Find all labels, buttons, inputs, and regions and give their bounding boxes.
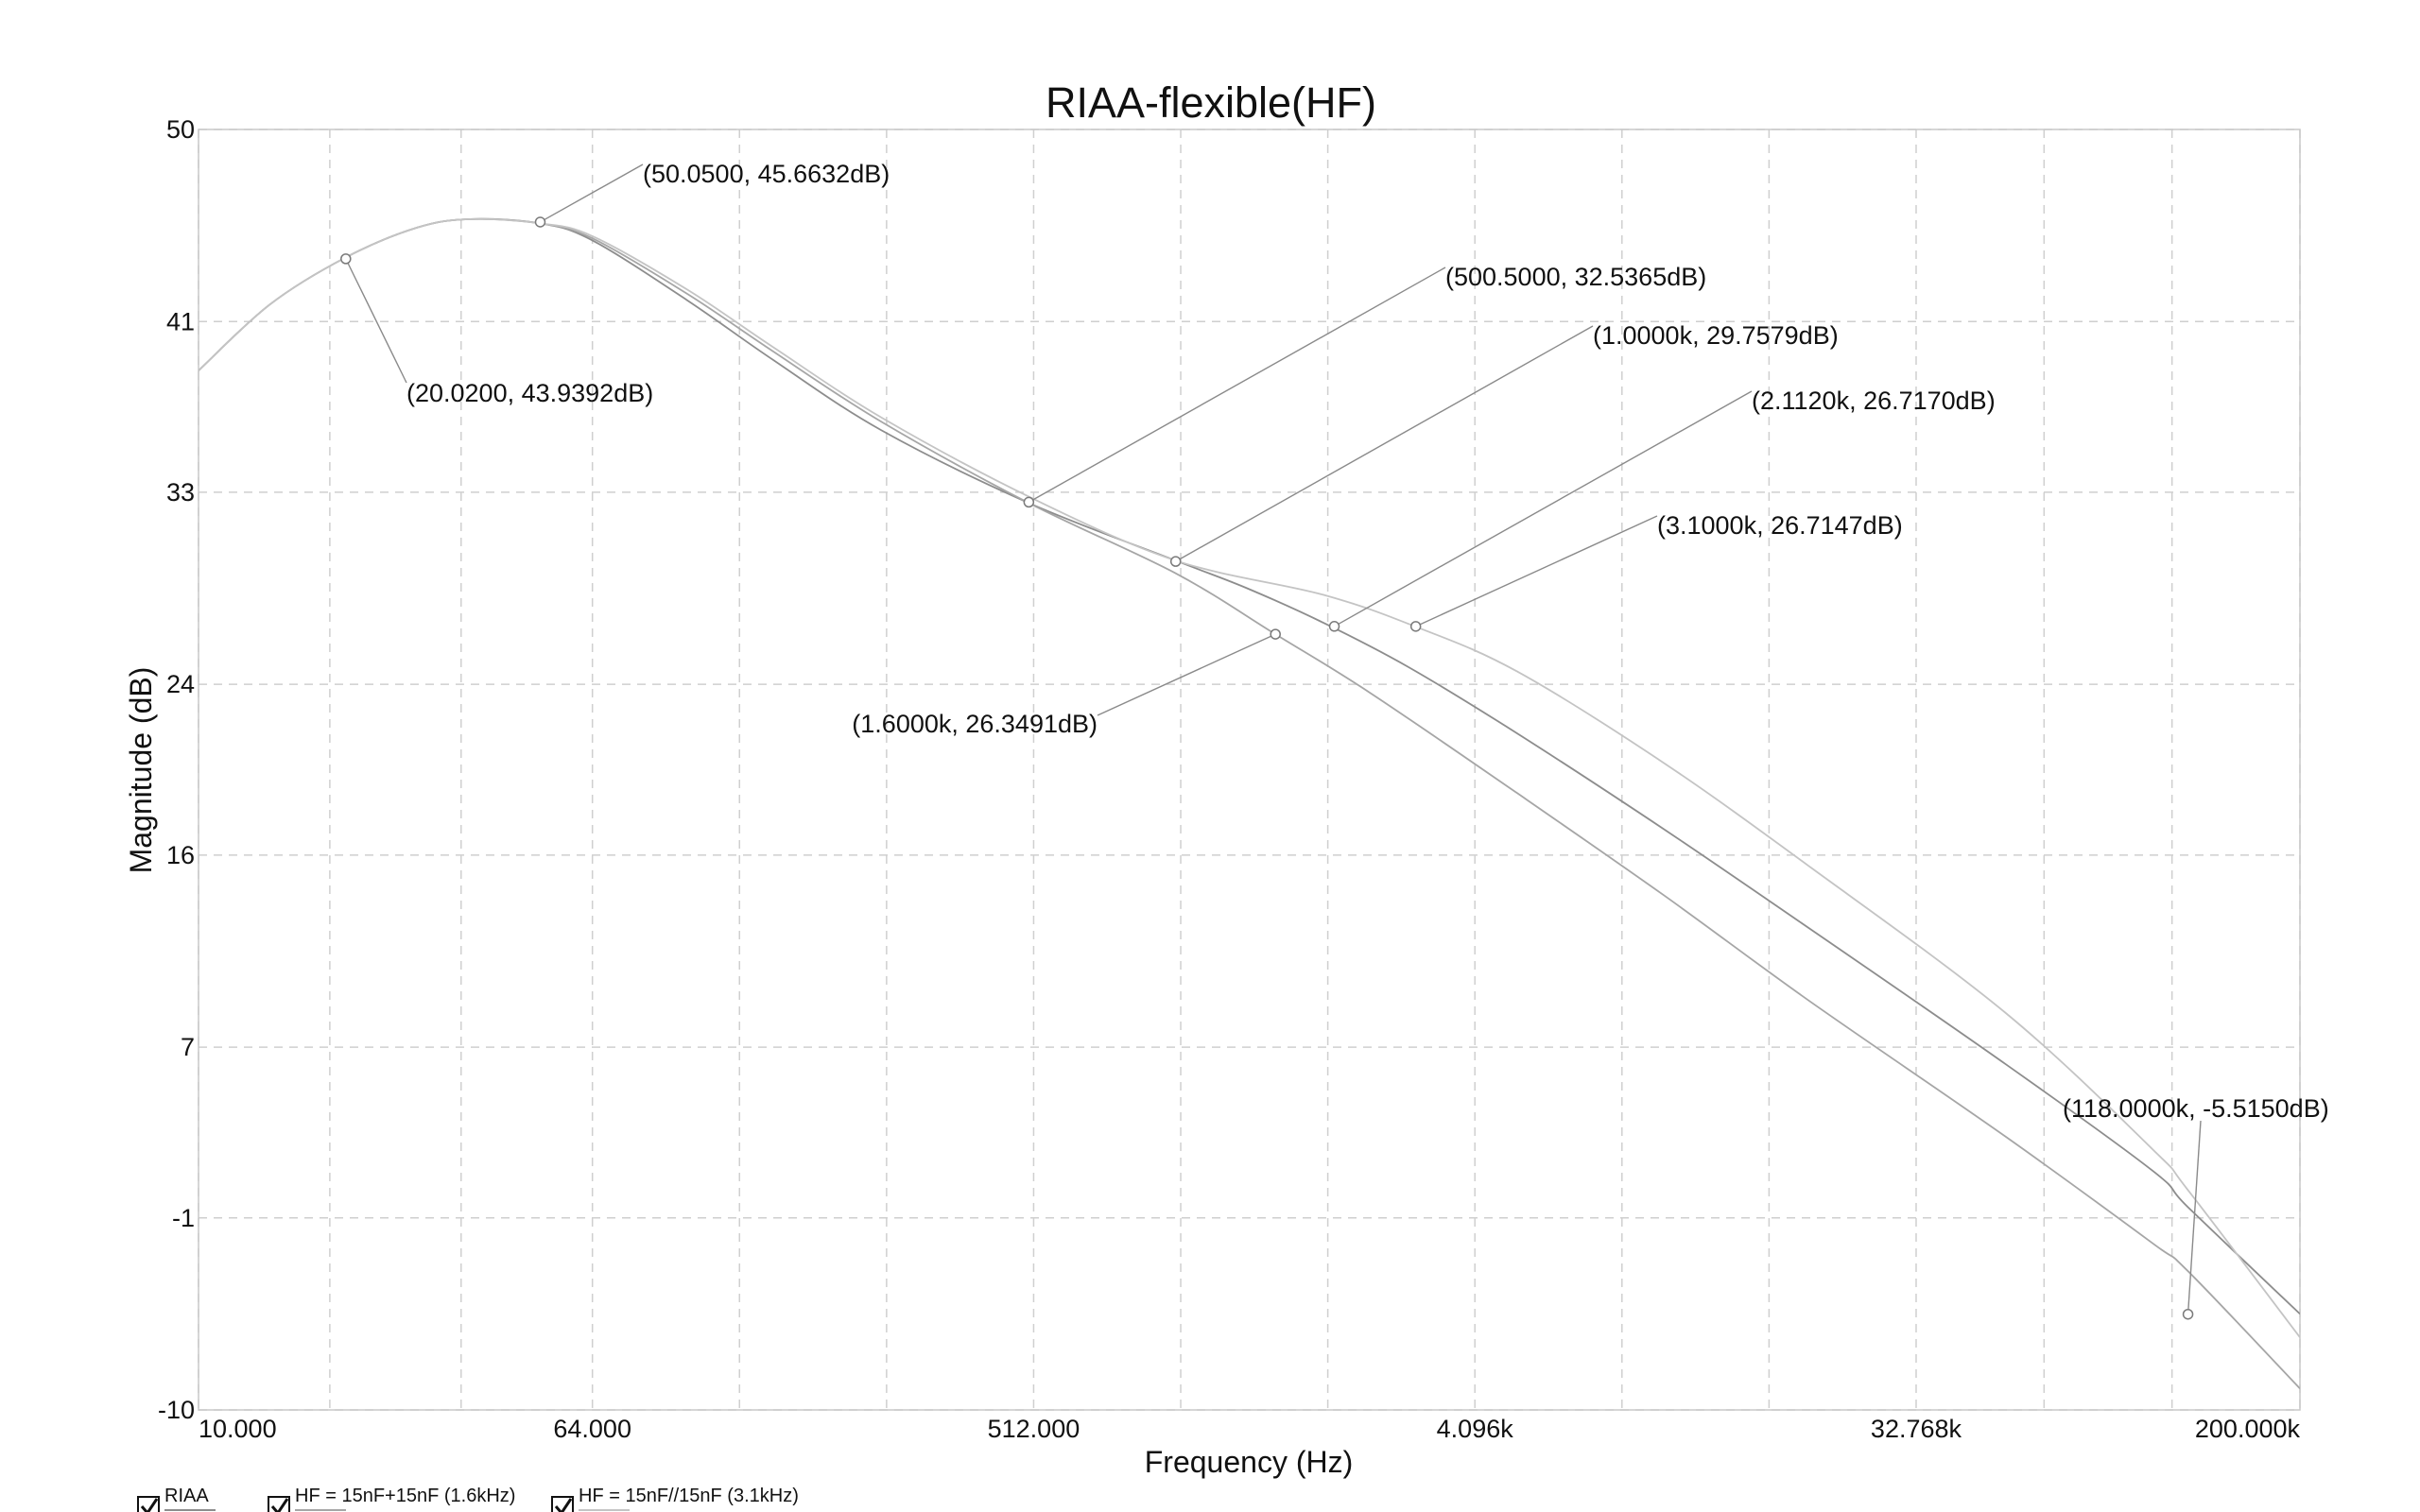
annotation-marker — [1270, 628, 1281, 640]
annotation-marker — [340, 253, 352, 265]
annotation-leader-line — [2187, 1120, 2202, 1314]
plot-area — [198, 129, 2301, 1411]
legend: RIAA HF = 15nF+15nF (1.6kHz) HF = 15nF//15… — [137, 1486, 799, 1512]
legend-label: HF = 15nF//15nF (3.1kHz) — [579, 1486, 799, 1506]
legend-item: RIAA — [137, 1486, 216, 1512]
grid — [198, 129, 2301, 1411]
annotation-label: (1.6000k, 26.3491dB) — [852, 710, 1098, 738]
y-tick-label: -10 — [158, 1396, 195, 1424]
annotation-leader-line — [1175, 325, 1594, 562]
annotation-marker — [1328, 621, 1340, 632]
y-tick-label: 33 — [166, 478, 195, 507]
annotation-marker — [1023, 496, 1035, 508]
annotation-marker — [2182, 1308, 2194, 1320]
annotations: (20.0200, 43.9392dB) (50.0500, 45.6632dB)… — [340, 160, 2329, 1320]
legend-item: HF = 15nF+15nF (1.6kHz) — [268, 1486, 515, 1512]
x-tick-label: 64.000 — [553, 1415, 631, 1443]
y-tick-label: -1 — [172, 1204, 195, 1232]
legend-label: RIAA — [164, 1486, 209, 1506]
checkmark-icon — [140, 1498, 159, 1512]
checkmark-icon — [554, 1498, 573, 1512]
annotation-marker — [1169, 556, 1182, 567]
annotation-label: (118.0000k, -5.5150dB) — [2063, 1094, 2329, 1123]
x-axis-label: Frequency (Hz) — [1145, 1445, 1354, 1479]
annotation-label: (1.0000k, 29.7579dB) — [1593, 321, 1839, 350]
annotation-label: (500.5000, 32.5365dB) — [1445, 263, 1706, 291]
y-axis-label: Magnitude (dB) — [124, 667, 158, 874]
annotation-leader-line — [1028, 266, 1446, 503]
x-tick-label: 4.096k — [1437, 1415, 1514, 1443]
annotation-leader-line — [1334, 390, 1753, 627]
y-tick-label: 41 — [166, 307, 195, 335]
y-tick-label: 50 — [166, 115, 195, 144]
annotation-leader-line — [345, 258, 407, 384]
y-tick-label: 7 — [181, 1033, 195, 1061]
x-tick-label: 32.768k — [1871, 1415, 1962, 1443]
legend-label: HF = 15nF+15nF (1.6kHz) — [295, 1486, 515, 1506]
y-tick-label: 16 — [166, 841, 195, 869]
annotation-leader-line — [1415, 515, 1658, 627]
legend-item: HF = 15nF//15nF (3.1kHz) — [551, 1486, 799, 1512]
chart-title: RIAA-flexible(HF) — [1046, 78, 1376, 127]
x-tick-label: 512.000 — [988, 1415, 1080, 1443]
annotation-marker — [534, 216, 546, 228]
annotation-marker — [1409, 621, 1422, 632]
annotation-label: (50.0500, 45.6632dB) — [643, 160, 890, 188]
x-tick-label: 200.000k — [2195, 1415, 2301, 1443]
y-tick-label: 24 — [166, 670, 195, 698]
annotation-leader-line — [540, 163, 644, 223]
annotation-label: (20.0200, 43.9392dB) — [406, 379, 653, 407]
x-tick-label: 10.000 — [199, 1415, 277, 1443]
checkmark-icon — [270, 1498, 289, 1512]
annotation-leader-line — [1097, 633, 1276, 716]
annotation-label: (2.1120k, 26.7170dB) — [1752, 387, 1996, 415]
annotation-label: (3.1000k, 26.7147dB) — [1657, 511, 1903, 540]
